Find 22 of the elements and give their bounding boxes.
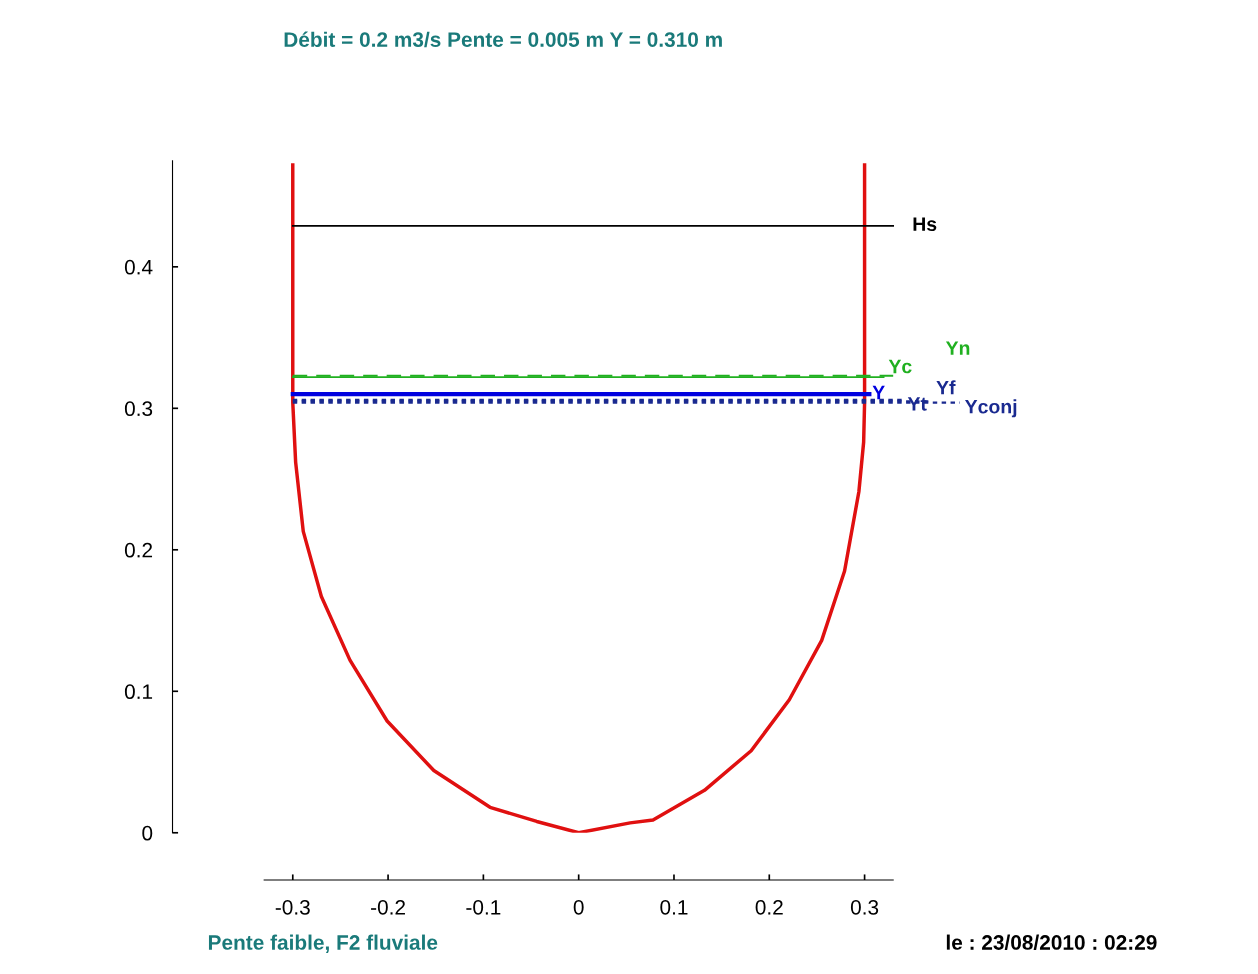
text: Pente faible, F2 fluviale — [208, 934, 438, 953]
ref-line-label: Yconj — [964, 399, 1017, 418]
x-tick-label: 0 — [573, 899, 584, 915]
x-tick-label: -0.1 — [466, 899, 501, 915]
ref-line-label: Yn — [945, 341, 970, 355]
ref-line-label: Yf — [936, 380, 956, 395]
x-tick-label: -0.3 — [275, 899, 310, 915]
y-tick-label: 0 — [142, 825, 153, 841]
chart-title: Débit = 0.2 m3/s Pente = 0.005 m Y = 0.310 m — [284, 31, 722, 48]
ref-line-label: Yc — [888, 359, 912, 374]
ref-line-label: Hs — [913, 217, 937, 232]
y-tick-label: 0.2 — [124, 542, 153, 558]
x-tick-label: 0.1 — [660, 899, 688, 915]
y-tick-label: 0.3 — [124, 401, 153, 417]
y-tick-label: 0.4 — [124, 259, 153, 275]
text: le : 23/08/2010 : 02:29 — [946, 934, 1157, 951]
line-series — [291, 163, 867, 833]
ref-line-label: Y — [872, 385, 885, 400]
x-tick-label: -0.2 — [371, 899, 405, 915]
x-tick-label: 0.2 — [755, 899, 783, 915]
y-tick-label: 0.1 — [124, 684, 153, 700]
x-tick-label: 0.3 — [850, 899, 879, 915]
